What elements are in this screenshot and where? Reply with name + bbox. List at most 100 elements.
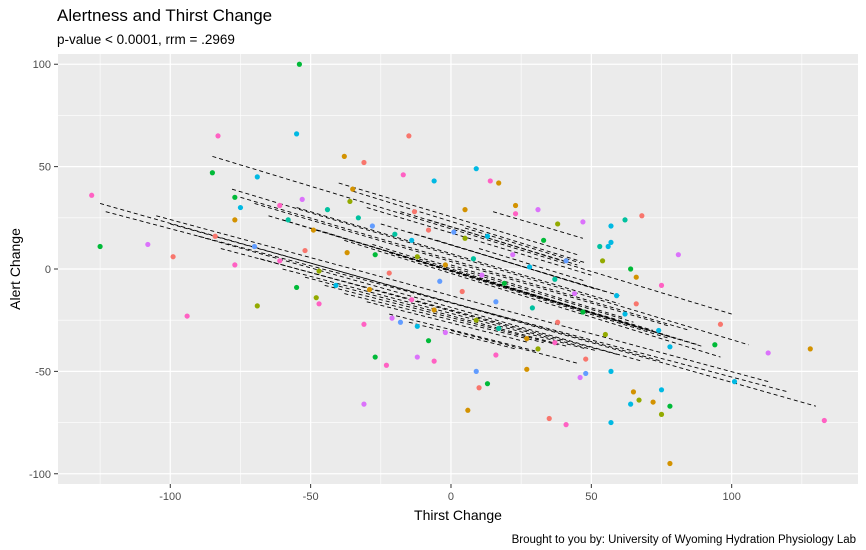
data-point [89,192,95,198]
data-point [496,180,502,186]
x-axis-title: Thirst Change [414,507,502,523]
data-point [414,323,420,329]
data-point [277,258,283,264]
data-point [316,301,322,307]
data-point [316,268,322,274]
data-point [487,178,493,184]
data-point [675,252,681,258]
data-point [462,207,468,213]
data-point [628,401,634,407]
y-tick-label: 0 [45,264,51,276]
fit-line [156,215,769,383]
data-point [372,354,378,360]
data-point [369,223,375,229]
data-point [285,217,291,223]
data-point [656,327,662,334]
x-axis: -100 -50 0 50 100 [159,484,741,503]
data-point [431,178,437,184]
data-point [529,305,535,311]
data-point [392,231,398,237]
data-point [215,133,221,139]
fit-line [296,207,620,305]
chart-title: Alertness and Thirst Change [57,6,273,25]
y-tick-label: 100 [33,59,51,71]
data-point [510,252,516,258]
fit-line [428,219,570,264]
data-point [807,346,813,352]
data-point [400,172,406,178]
data-point [608,419,614,426]
fit-line [231,188,749,346]
data-point [437,278,443,284]
data-point [602,331,608,338]
x-tick-label: -50 [303,491,319,503]
data-point [599,258,606,264]
fit-line [492,211,584,239]
data-point [344,250,350,256]
data-point [462,235,468,241]
data-point [658,282,665,288]
data-point [636,397,642,403]
y-axis-title: Alert Change [7,228,23,310]
data-point [389,315,395,321]
data-point [552,276,558,282]
data-point [465,407,471,413]
fit-lines [99,155,817,407]
data-point [431,307,437,313]
data-point [658,411,665,417]
data-point [493,299,499,305]
fit-line [464,227,581,264]
data-point [476,385,482,391]
data-point [293,131,300,137]
data-point [512,202,519,209]
data-point [512,211,519,217]
data-point [526,264,533,270]
data-point [442,329,448,336]
data-point [145,241,151,248]
data-point [583,356,589,362]
data-point [333,282,339,288]
data-point [361,159,367,166]
data-point [232,262,238,268]
x-tick-label: 0 [448,491,454,503]
y-tick-label: -100 [29,469,51,481]
data-point [731,379,738,385]
data-point [409,297,415,303]
data-point [633,274,639,280]
data-point [431,358,437,364]
data-point [630,389,637,395]
data-point [414,254,420,260]
data-point [411,209,418,215]
fit-line [408,321,516,350]
fit-line [220,248,620,356]
data-point [406,133,412,139]
data-point [232,194,238,200]
data-point [473,317,479,323]
data-point [386,270,392,276]
data-point [496,325,502,331]
data-point [366,286,373,293]
data-point [212,233,218,239]
data-point [628,266,634,272]
data-point [658,387,665,393]
data-point [473,166,479,172]
data-point [97,243,103,250]
data-point [622,311,628,317]
x-tick-label: 100 [723,491,741,503]
data-point [580,219,586,225]
fit-line [478,248,586,282]
fit-line [417,256,634,323]
data-point [470,256,477,262]
data-point [501,280,507,286]
data-point [302,247,308,254]
data-point [310,227,317,233]
data-point [299,196,305,202]
data-point [383,362,390,368]
data-point [555,319,561,325]
data-point [350,186,356,192]
data-point [209,170,215,176]
chart-caption: Brought to you by: University of Wyoming… [511,534,856,546]
data-point [347,198,353,205]
data-point [605,243,611,250]
data-point [473,368,479,374]
